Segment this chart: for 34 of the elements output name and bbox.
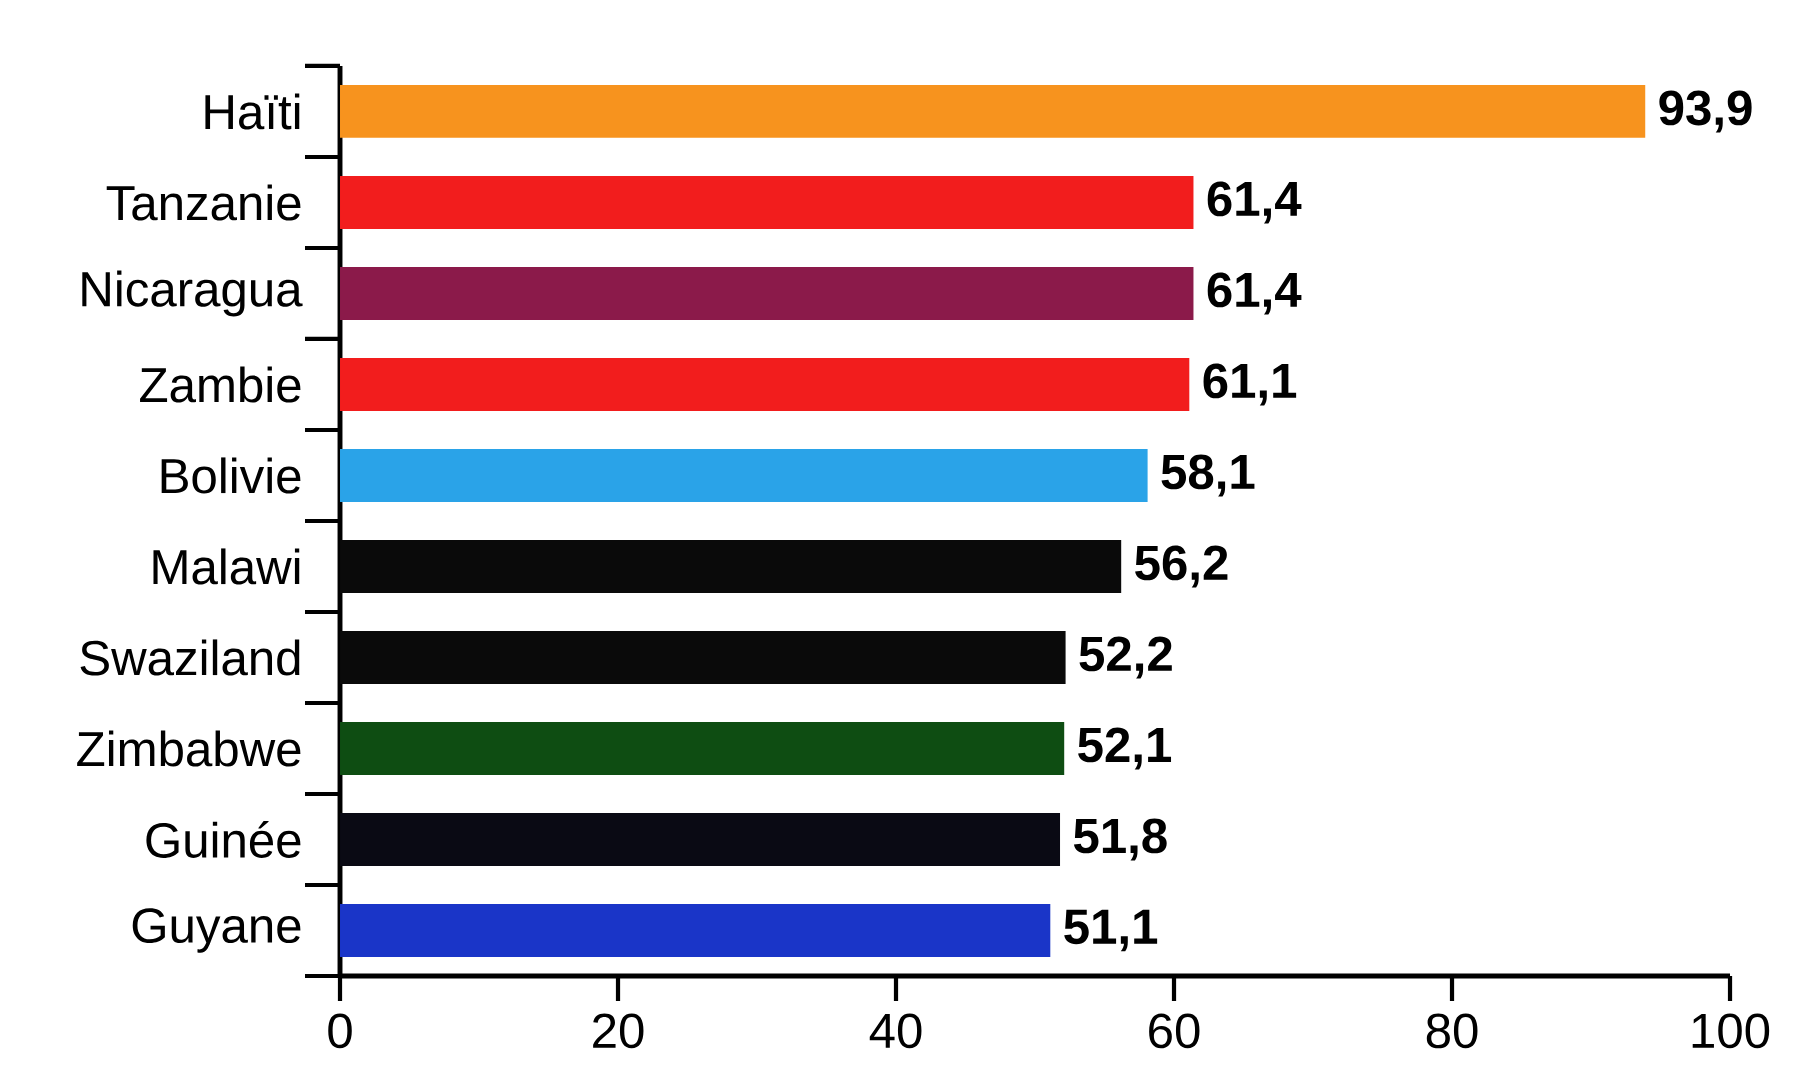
x-tick-label: 40 (869, 1013, 922, 1049)
data-label: 93,9 (1659, 90, 1752, 133)
y-tick-label: Swaziland (80, 639, 300, 676)
x-tick-label: 0 (328, 1013, 352, 1049)
bar (340, 85, 1646, 138)
y-tick-label: Guinée (146, 821, 301, 858)
y-tick-label: Tanzanie (106, 184, 301, 221)
data-label: 52,1 (1078, 727, 1172, 770)
data-label: 58,1 (1161, 454, 1255, 497)
x-tick-label: 100 (1692, 1013, 1770, 1049)
y-tick-label: Zambie (140, 366, 301, 403)
bar (340, 449, 1148, 502)
y-tick-label: Guyane (132, 908, 301, 953)
y-tick-label: Nicaragua (82, 270, 303, 317)
bar (340, 267, 1194, 320)
x-tick-label: 80 (1426, 1013, 1478, 1049)
data-label: 56,2 (1135, 545, 1228, 588)
data-label: 61,4 (1207, 272, 1302, 315)
data-label: 52,2 (1079, 636, 1172, 679)
x-tick-label: 60 (1149, 1013, 1200, 1049)
bar (340, 358, 1190, 411)
y-tick-label: Bolivie (161, 457, 301, 494)
bar (340, 176, 1194, 229)
bar (340, 813, 1061, 866)
data-label: 51,1 (1064, 909, 1158, 952)
data-label: 61,4 (1207, 181, 1302, 224)
y-tick-label: Malawi (153, 548, 300, 585)
x-tick-label: 20 (593, 1013, 644, 1049)
bar (340, 722, 1065, 775)
y-tick-label: Zimbabwe (77, 730, 301, 767)
data-label: 61,1 (1203, 363, 1297, 406)
y-tick-label: Haïti (205, 93, 300, 130)
bar (340, 904, 1051, 957)
data-label: 51,8 (1073, 818, 1167, 861)
